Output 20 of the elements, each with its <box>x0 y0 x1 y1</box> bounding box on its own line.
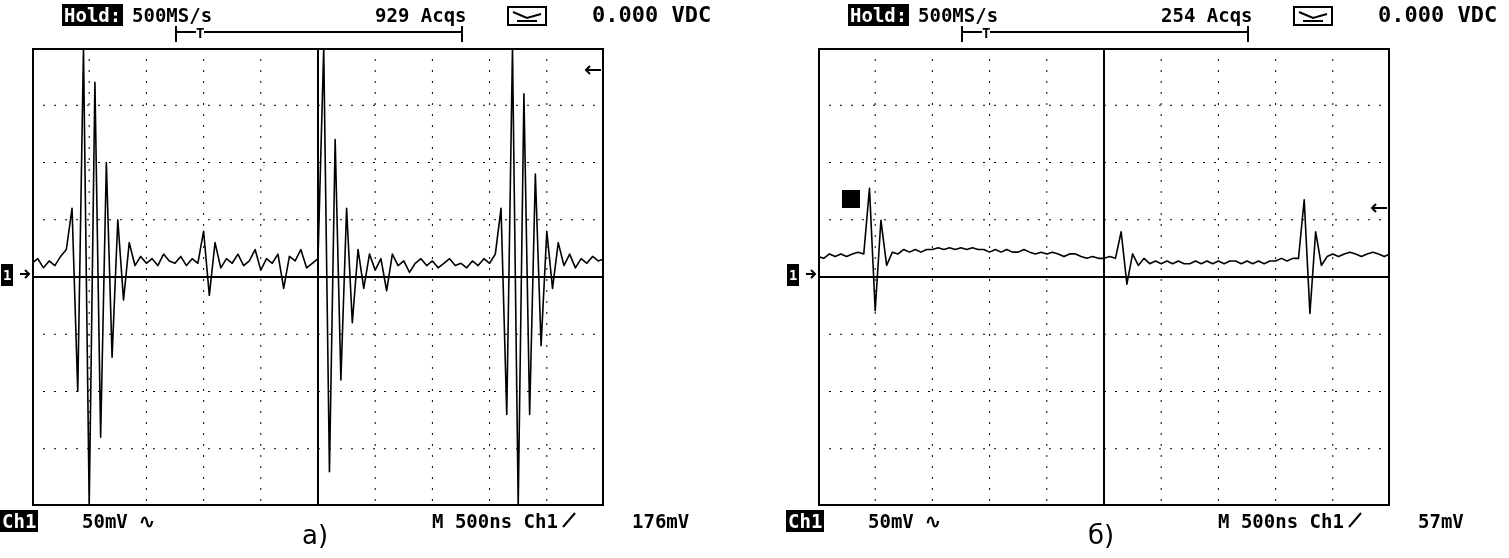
text: 50mV ∿ <box>82 510 156 532</box>
text: 176mV <box>632 510 690 532</box>
text: 57mV <box>1418 510 1464 532</box>
text: а) <box>302 520 329 550</box>
text: Hold: <box>62 4 124 26</box>
text: 0.000 VDC <box>592 2 712 27</box>
text: M 500ns Ch1 <box>1218 510 1344 532</box>
text: T <box>196 22 205 44</box>
text: T <box>982 22 991 44</box>
text: Ch1 <box>786 510 825 532</box>
text: 50mV ∿ <box>868 510 942 532</box>
text: 254 Acqs <box>1161 4 1253 26</box>
text: M 500ns Ch1 <box>432 510 558 532</box>
text: Ch1 <box>0 510 39 532</box>
text: Hold: <box>848 4 910 26</box>
text: 929 Acqs <box>375 4 467 26</box>
text: б) <box>1088 520 1115 550</box>
text: 1 <box>787 264 800 286</box>
text: 0.000 VDC <box>1378 2 1498 27</box>
text: 1 <box>1 264 14 286</box>
